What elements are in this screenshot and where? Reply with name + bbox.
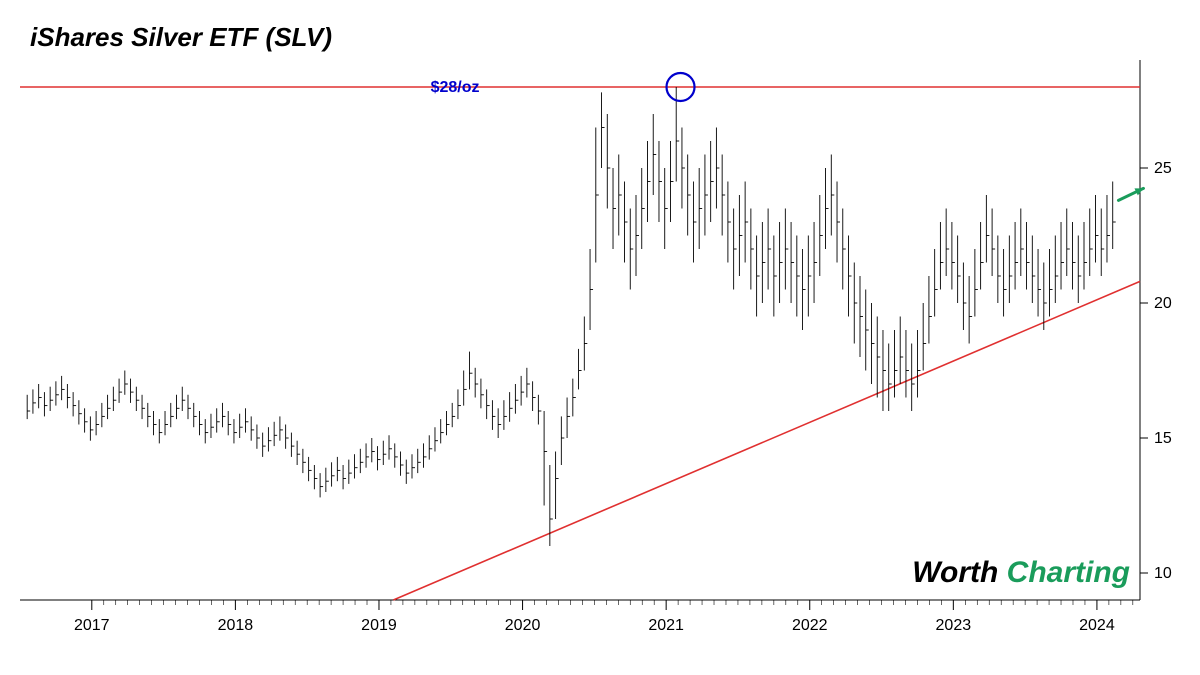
svg-text:25: 25 — [1154, 160, 1172, 177]
watermark-part2: Charting — [1007, 556, 1130, 589]
svg-text:2018: 2018 — [218, 617, 254, 634]
watermark-part1: Worth — [912, 556, 998, 589]
svg-text:2022: 2022 — [792, 617, 828, 634]
svg-text:2024: 2024 — [1079, 617, 1115, 634]
svg-text:15: 15 — [1154, 430, 1172, 447]
svg-text:$28/oz: $28/oz — [431, 79, 480, 96]
watermark: Worth Charting — [912, 556, 1130, 590]
svg-text:2023: 2023 — [936, 617, 972, 634]
svg-text:20: 20 — [1154, 295, 1172, 312]
chart-container: { "title": "iShares Silver ETF (SLV)", "… — [0, 0, 1200, 675]
svg-text:2017: 2017 — [74, 617, 110, 634]
svg-text:2020: 2020 — [505, 617, 541, 634]
svg-text:2019: 2019 — [361, 617, 397, 634]
svg-text:2021: 2021 — [648, 617, 684, 634]
svg-text:10: 10 — [1154, 565, 1172, 582]
